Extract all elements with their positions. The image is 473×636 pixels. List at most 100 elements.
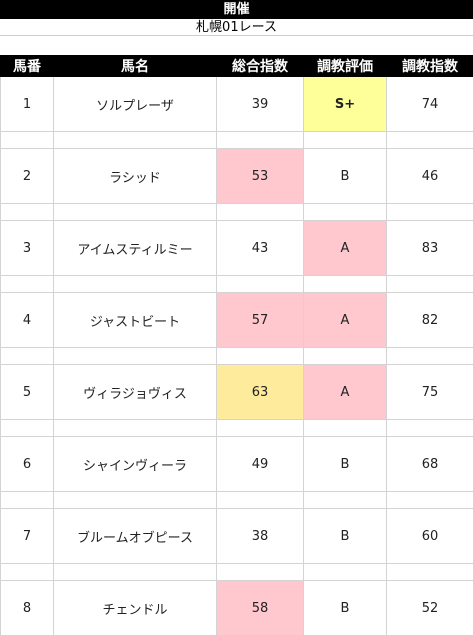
cell-overall-index[interactable]: 58 [217, 581, 304, 636]
cell-horse-number[interactable]: 6 [1, 437, 54, 492]
spacer-row [1, 420, 473, 437]
cell-training-index[interactable]: 46 [387, 149, 473, 204]
cell-horse-name[interactable]: ラシッド [54, 149, 217, 204]
cell-overall-index[interactable]: 57 [217, 293, 304, 348]
empty-cell[interactable] [304, 420, 387, 437]
cell-training-eval[interactable]: S+ [304, 77, 387, 132]
empty-cell[interactable] [54, 204, 217, 221]
cell-horse-name[interactable]: ブルームオブピース [54, 509, 217, 564]
cell-training-eval[interactable]: A [304, 365, 387, 420]
empty-cell[interactable] [387, 420, 473, 437]
cell-training-index[interactable]: 52 [387, 581, 473, 636]
cell-horse-number[interactable]: 3 [1, 221, 54, 276]
spacer-row [1, 132, 473, 149]
cell-horse-number[interactable]: 1 [1, 77, 54, 132]
cell-training-index[interactable]: 75 [387, 365, 473, 420]
empty-cell[interactable] [1, 348, 54, 365]
empty-cell[interactable] [1, 276, 54, 293]
empty-cell[interactable] [387, 564, 473, 581]
empty-cell[interactable] [387, 276, 473, 293]
empty-cell[interactable] [1, 564, 54, 581]
cell-training-eval[interactable]: B [304, 581, 387, 636]
cell-training-eval[interactable]: B [304, 437, 387, 492]
cell-overall-index[interactable]: 53 [217, 149, 304, 204]
empty-cell[interactable] [304, 276, 387, 293]
empty-cell[interactable] [1, 132, 54, 149]
col-header-overall-index[interactable]: 総合指数 [217, 56, 304, 77]
empty-cell[interactable] [217, 204, 304, 221]
empty-cell[interactable] [387, 348, 473, 365]
empty-cell[interactable] [1, 492, 54, 509]
empty-cell[interactable] [217, 564, 304, 581]
empty-cell[interactable] [54, 348, 217, 365]
cell-horse-name[interactable]: ジャストビート [54, 293, 217, 348]
empty-cell[interactable] [217, 348, 304, 365]
empty-cell[interactable] [54, 276, 217, 293]
cell-horse-name[interactable]: チェンドル [54, 581, 217, 636]
cell-training-index[interactable]: 60 [387, 509, 473, 564]
cell-training-eval[interactable]: A [304, 221, 387, 276]
cell-horse-number[interactable]: 8 [1, 581, 54, 636]
cell-overall-index[interactable]: 49 [217, 437, 304, 492]
cell-horse-name[interactable]: アイムスティルミー [54, 221, 217, 276]
col-header-training-eval[interactable]: 調教評価 [304, 56, 387, 77]
empty-cell[interactable] [387, 204, 473, 221]
cell-horse-number[interactable]: 4 [1, 293, 54, 348]
cell-training-index[interactable]: 82 [387, 293, 473, 348]
cell-overall-index[interactable]: 63 [217, 365, 304, 420]
empty-cell[interactable] [217, 420, 304, 437]
spacer-row [1, 348, 473, 365]
cell-horse-name[interactable]: シャインヴィーラ [54, 437, 217, 492]
cell-overall-index[interactable]: 38 [217, 509, 304, 564]
cell-horse-number[interactable]: 2 [1, 149, 54, 204]
spacer-row [1, 204, 473, 221]
empty-cell[interactable] [54, 132, 217, 149]
cell-horse-name[interactable]: ヴィラジョヴィス [54, 365, 217, 420]
cell-horse-number[interactable]: 7 [1, 509, 54, 564]
empty-cell[interactable] [304, 204, 387, 221]
spacer-row [1, 492, 473, 509]
col-header-horse-name[interactable]: 馬名 [54, 56, 217, 77]
col-header-training-index[interactable]: 調教指数 [387, 56, 473, 77]
empty-cell[interactable] [387, 492, 473, 509]
empty-cell[interactable] [304, 348, 387, 365]
page-title: 開催 [0, 0, 473, 19]
empty-cell[interactable] [304, 492, 387, 509]
empty-cell[interactable] [304, 564, 387, 581]
header-row: 馬番 馬名 総合指数 調教評価 調教指数 [1, 56, 473, 77]
empty-cell[interactable] [1, 204, 54, 221]
cell-training-eval[interactable]: B [304, 509, 387, 564]
empty-cell[interactable] [387, 132, 473, 149]
empty-cell[interactable] [1, 420, 54, 437]
empty-cell[interactable] [304, 132, 387, 149]
empty-cell[interactable] [54, 492, 217, 509]
cell-training-eval[interactable]: B [304, 149, 387, 204]
empty-cell[interactable] [217, 132, 304, 149]
cell-horse-name[interactable]: ソルプレーザ [54, 77, 217, 132]
cell-overall-index[interactable]: 43 [217, 221, 304, 276]
col-header-number[interactable]: 馬番 [1, 56, 54, 77]
cell-training-eval[interactable]: A [304, 293, 387, 348]
spacer-row [1, 564, 473, 581]
empty-cell[interactable] [217, 276, 304, 293]
cell-training-index[interactable]: 68 [387, 437, 473, 492]
empty-cell[interactable] [54, 564, 217, 581]
race-name: 札幌01レース [0, 19, 473, 36]
empty-cell[interactable] [217, 492, 304, 509]
cell-horse-number[interactable]: 5 [1, 365, 54, 420]
empty-cell[interactable] [54, 420, 217, 437]
cell-training-index[interactable]: 74 [387, 77, 473, 132]
cell-overall-index[interactable]: 39 [217, 77, 304, 132]
cell-training-index[interactable]: 83 [387, 221, 473, 276]
